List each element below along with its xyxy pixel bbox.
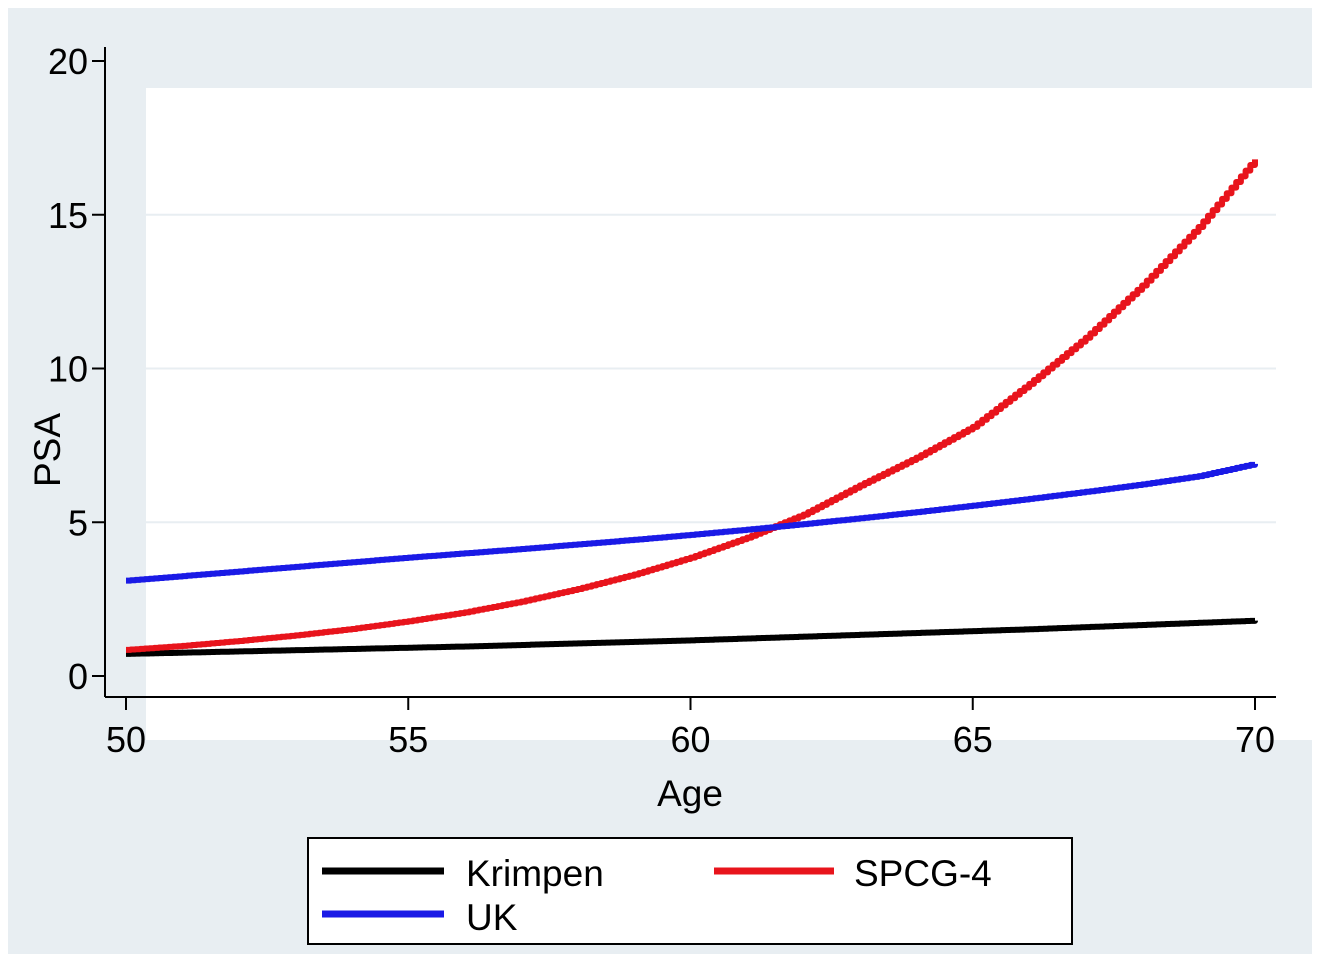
- legend-label-krimpen: Krimpen: [466, 853, 604, 894]
- y-tick-label-20: 20: [48, 41, 88, 82]
- y-tick-label-15: 15: [48, 195, 88, 236]
- x-tick-label-70: 70: [1235, 719, 1275, 760]
- legend-box: [307, 837, 1073, 945]
- legend: Krimpen SPCG-4 UK: [307, 837, 1073, 945]
- x-axis-title: Age: [657, 773, 723, 814]
- gridlines: [146, 213, 1276, 524]
- x-tick-label-50: 50: [106, 719, 146, 760]
- y-axis-title: PSA: [27, 413, 68, 487]
- y-tick-label-5: 5: [68, 502, 88, 543]
- y-tick-label-10: 10: [48, 349, 88, 390]
- series-line-krimpen: [126, 617, 1258, 657]
- legend-label-spcg4: SPCG-4: [854, 853, 992, 894]
- x-tick-label-60: 60: [670, 719, 710, 760]
- x-tick-label-65: 65: [953, 719, 993, 760]
- series-line-spcg-4: [126, 159, 1258, 653]
- legend-label-uk: UK: [466, 897, 518, 938]
- ticks: 0 5 10 15 20 50 55 60 65 70: [48, 41, 1275, 760]
- series-line-uk: [126, 461, 1258, 584]
- series-lines: [126, 159, 1258, 657]
- x-tick-label-55: 55: [388, 719, 428, 760]
- y-tick-label-0: 0: [68, 656, 88, 697]
- plot-background: [146, 88, 1312, 740]
